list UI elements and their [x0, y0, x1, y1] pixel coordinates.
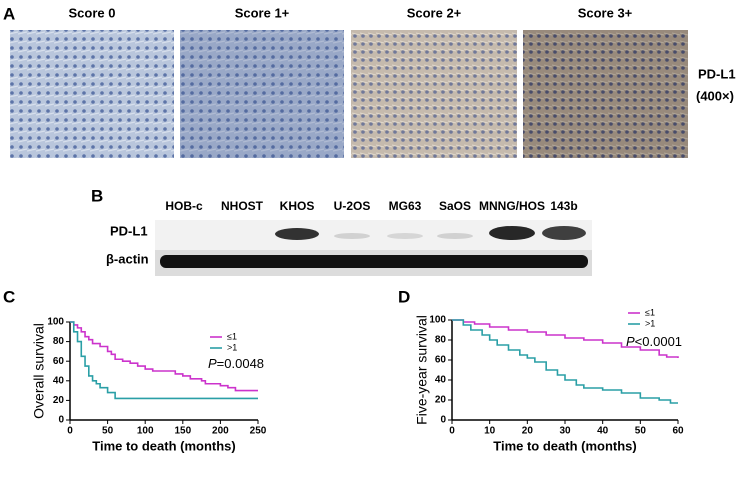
x-tick-label: 30 — [559, 426, 571, 437]
row-label: β-actin — [106, 251, 149, 266]
x-axis-label: Time to death (months) — [92, 438, 235, 453]
score-label: Score 3+ — [578, 5, 633, 20]
lane-label: NHOST — [221, 199, 264, 213]
magnification: (400×) — [696, 88, 734, 103]
y-tick-label: 20 — [53, 395, 65, 406]
stat-symbol: P — [208, 356, 217, 371]
y-tick-label: 100 — [429, 315, 446, 326]
survival-curve — [70, 321, 258, 392]
panel-label: B — [91, 186, 103, 205]
lane-label: SaOS — [439, 199, 471, 213]
legend-label: >1 — [645, 318, 655, 328]
lane-label: MG63 — [389, 199, 422, 213]
x-tick-label: 10 — [484, 426, 496, 437]
panel-label: A — [3, 4, 15, 23]
micrograph — [180, 30, 344, 158]
x-tick-label: 20 — [522, 426, 534, 437]
x-tick-label: 40 — [597, 426, 609, 437]
stat-symbol: P — [626, 334, 635, 349]
x-tick-label: 200 — [212, 426, 229, 437]
y-tick-label: 80 — [435, 335, 447, 346]
lane-label: HOB-c — [165, 199, 203, 213]
survival-curve — [70, 321, 258, 400]
lane-label: 143b — [550, 199, 577, 213]
x-tick-label: 100 — [137, 426, 154, 437]
survival-curve — [452, 319, 678, 404]
marker-label: PD-L1 — [698, 66, 736, 81]
y-axis-label: Five-year survival — [414, 315, 430, 425]
panel-label: C — [3, 287, 15, 306]
stat-value: =0.0048 — [217, 356, 264, 371]
micrograph — [351, 30, 517, 158]
y-tick-label: 60 — [53, 356, 65, 367]
lane-label: KHOS — [280, 199, 315, 213]
legend-label: >1 — [227, 342, 237, 352]
y-axis-label: Overall survival — [31, 323, 47, 419]
micrograph — [523, 30, 688, 158]
legend-label: ≤1 — [227, 331, 237, 341]
x-tick-label: 50 — [102, 426, 114, 437]
y-tick-label: 100 — [47, 317, 64, 328]
p-value: P<0.0001 — [626, 334, 682, 349]
score-label: Score 1+ — [235, 5, 290, 20]
x-tick-label: 250 — [250, 426, 267, 437]
x-tick-label: 0 — [67, 426, 73, 437]
x-tick-label: 0 — [449, 426, 455, 437]
micrograph — [10, 30, 174, 158]
panel-label: D — [398, 287, 410, 306]
y-tick-label: 60 — [435, 355, 447, 366]
survival-curve — [452, 319, 679, 358]
y-tick-label: 40 — [435, 375, 447, 386]
p-value: P=0.0048 — [208, 356, 264, 371]
stat-value: <0.0001 — [635, 334, 682, 349]
row-label: PD-L1 — [110, 223, 148, 238]
y-tick-label: 0 — [58, 415, 64, 426]
x-axis-label: Time to death (months) — [493, 438, 636, 453]
micrograph-shade — [523, 30, 688, 158]
x-tick-label: 150 — [174, 426, 191, 437]
x-tick-label: 60 — [672, 426, 684, 437]
lane-label: U-2OS — [334, 199, 371, 213]
y-tick-label: 20 — [435, 395, 447, 406]
micrograph-shade — [180, 30, 344, 158]
y-tick-label: 80 — [53, 336, 65, 347]
legend-label: ≤1 — [645, 307, 655, 317]
score-label: Score 0 — [69, 5, 116, 20]
y-tick-label: 0 — [440, 415, 446, 426]
lane-label: MNNG/HOS — [479, 199, 545, 213]
y-tick-label: 40 — [53, 375, 65, 386]
blot-bands — [160, 226, 588, 268]
x-tick-label: 50 — [635, 426, 647, 437]
score-label: Score 2+ — [407, 5, 462, 20]
